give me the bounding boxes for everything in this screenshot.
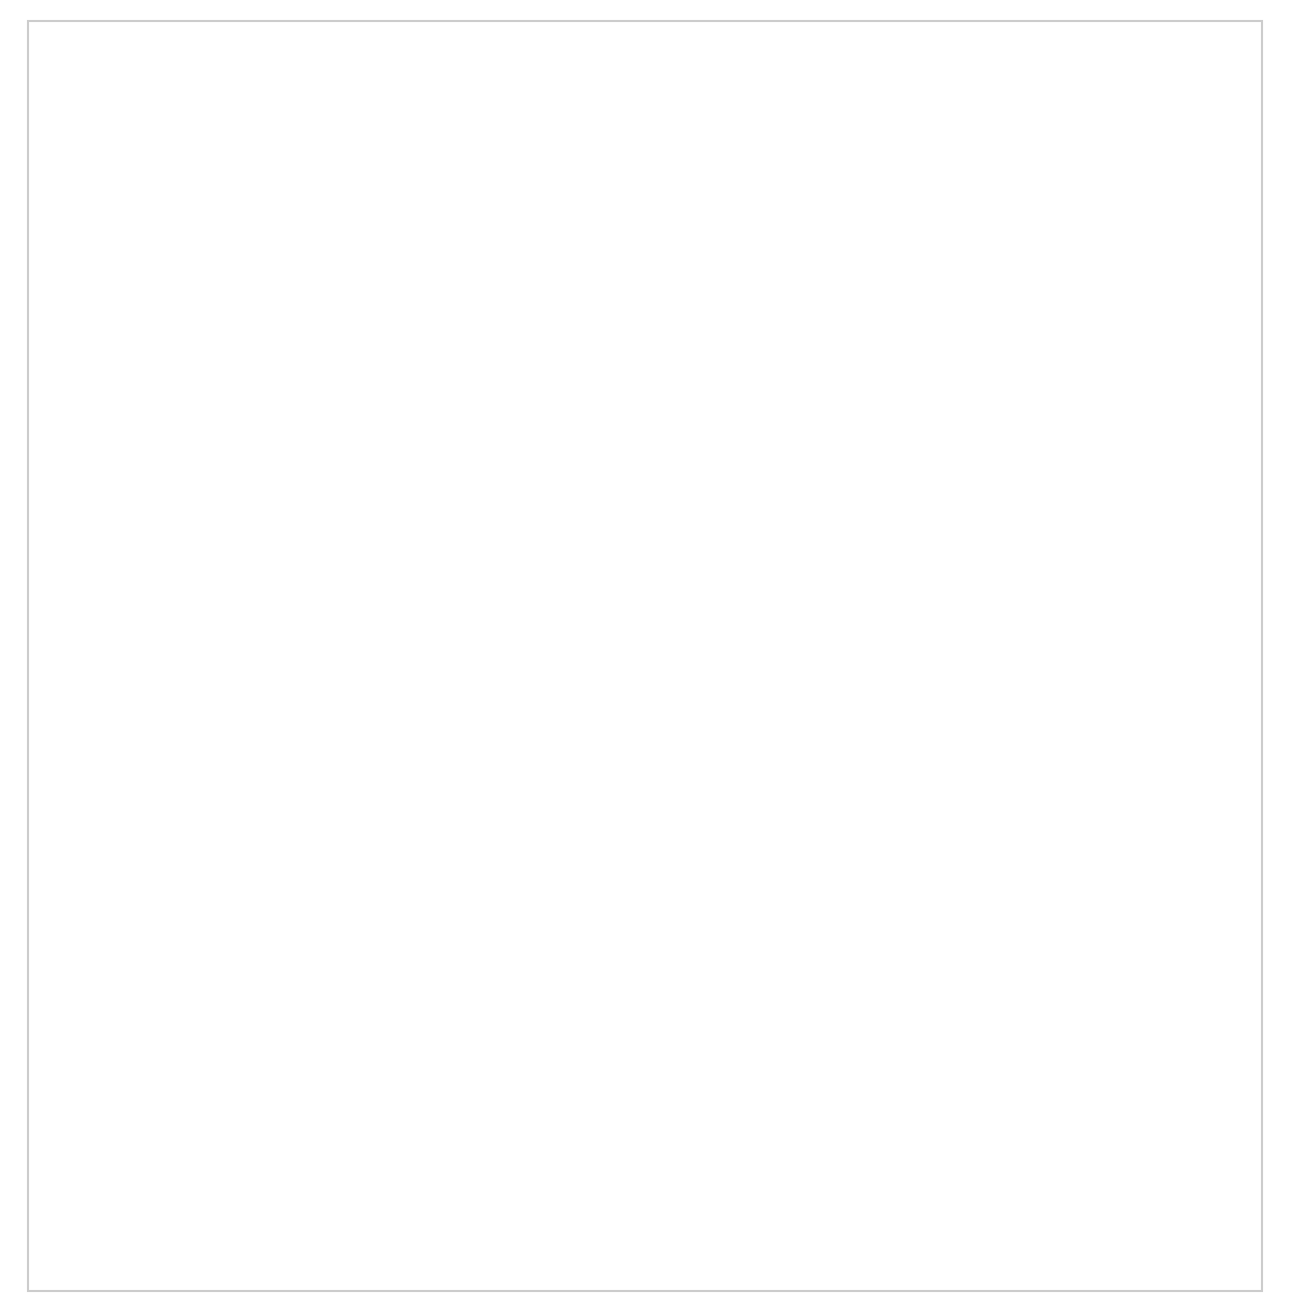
- FancyBboxPatch shape: [84, 1013, 1204, 1091]
- Text: $=$ 0 and: $=$ 0 and: [672, 167, 841, 201]
- Text: t (sec): t (sec): [719, 592, 799, 616]
- Text: $=$ 6.: $=$ 6.: [115, 225, 214, 259]
- Text: distance the object traveled between: distance the object traveled between: [84, 167, 770, 201]
- FancyBboxPatch shape: [28, 21, 1262, 1291]
- Text: The total distance traveled is: The total distance traveled is: [84, 957, 529, 985]
- Text: of an object (in meters/sec). Estimate the total: of an object (in meters/sec). Estimate t…: [84, 110, 930, 144]
- Text: The figure below shows the graph of the velocity,: The figure below shows the graph of the …: [84, 52, 989, 86]
- Text: $v$,: $v$,: [975, 52, 1006, 86]
- FancyBboxPatch shape: [84, 1013, 160, 1091]
- Text: meters.: meters.: [84, 1114, 201, 1142]
- Text: $t$: $t$: [641, 167, 658, 201]
- Text: $t$: $t$: [84, 225, 101, 259]
- Text: i: i: [117, 1038, 126, 1067]
- Text: v (m/sec): v (m/sec): [144, 256, 262, 280]
